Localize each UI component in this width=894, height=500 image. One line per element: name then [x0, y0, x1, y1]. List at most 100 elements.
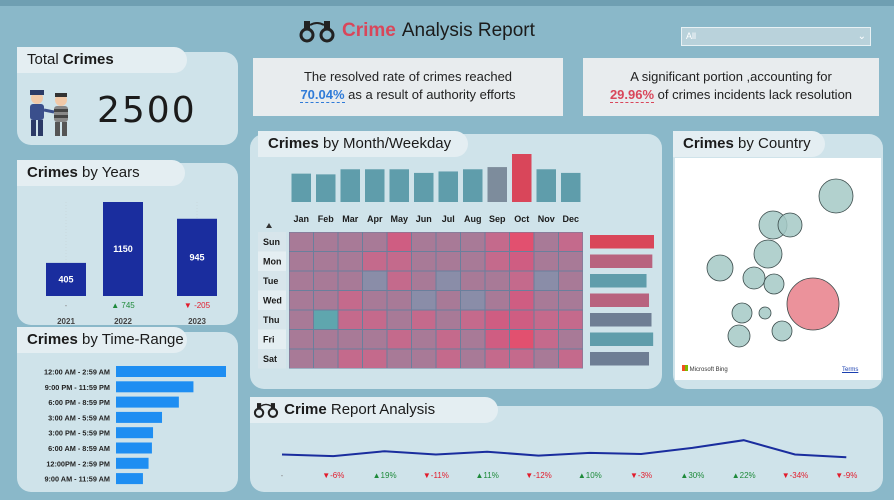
year-bar: [46, 262, 86, 296]
bing-credit: Microsoft Bing: [689, 367, 728, 373]
filter-dropdown[interactable]: All ⌄: [681, 27, 871, 46]
report-change-label: ▲30%: [680, 471, 704, 480]
country-bubble: [777, 212, 803, 238]
heatmap-cell: [387, 349, 411, 368]
unresolved-note: A significant portion ,accounting for 29…: [583, 58, 879, 116]
month-bar: [536, 169, 556, 202]
year-bar-value: 1150: [113, 244, 133, 254]
heatmap-cell: [485, 330, 509, 349]
heatmap-cell: [534, 349, 558, 368]
timerange-bar: [116, 396, 179, 408]
heatmap-cell: [412, 232, 436, 251]
report-tab-rest: Report Analysis: [330, 401, 436, 418]
month-bar: [438, 171, 458, 202]
heatmap-cell: [510, 252, 534, 271]
month-tick-label: Aug: [464, 214, 482, 224]
heatmap-cell: [510, 330, 534, 349]
monthweek-tab-bold: Crimes: [268, 135, 319, 152]
timerange-bar: [116, 442, 152, 454]
heatmap-cell: [436, 330, 460, 349]
weekday-bar: [590, 274, 647, 288]
weekday-cell: [258, 232, 286, 252]
month-bar: [463, 169, 483, 202]
unresolved-note-line1: A significant portion ,accounting for: [630, 69, 832, 84]
weekday-cell: [258, 290, 286, 310]
heatmap-cell: [485, 349, 509, 368]
timerange-tick-label: 6:00 AM - 8:59 AM: [48, 444, 110, 453]
resolved-note: The resolved rate of crimes reached 70.0…: [253, 58, 563, 116]
month-tick-label: Dec: [562, 214, 579, 224]
heatmap-cell: [412, 291, 436, 310]
heatmap-cell: [289, 349, 313, 368]
heatmap-cell: [534, 330, 558, 349]
total-label-bold: Crimes: [62, 51, 114, 68]
timerange-tick-label: 3:00 PM - 5:59 PM: [48, 429, 110, 438]
heatmap-cell: [314, 271, 338, 290]
heatmap-cell: [510, 271, 534, 290]
heatmap-cell: [534, 252, 558, 271]
year-delta: ▲ 745: [111, 301, 135, 310]
weekday-tick-label: Sat: [263, 354, 277, 364]
timerange-tick-label: 3:00 AM - 5:59 AM: [48, 413, 110, 422]
month-tick-label: Jun: [416, 214, 432, 224]
country-bubble: [763, 273, 785, 295]
weekday-bar: [590, 332, 654, 346]
timerange-bar: [116, 366, 226, 377]
country-bubble: [758, 306, 772, 320]
heatmap-cell: [314, 232, 338, 251]
report-title: Crime Analysis Report: [298, 15, 535, 47]
month-tick-label: Apr: [367, 214, 383, 224]
total-label-prefix: Total: [27, 51, 59, 68]
weekday-tick-label: Sun: [263, 237, 280, 247]
heatmap-cell: [436, 291, 460, 310]
country-bubble: [771, 320, 793, 342]
heatmap-cell: [412, 271, 436, 290]
heatmap-cell: [338, 310, 362, 329]
report-change-label: ▲19%: [373, 471, 397, 480]
timerange-tab: Crimes by Time-Range: [17, 327, 187, 353]
report-change-label: ▲11%: [476, 471, 499, 480]
month-bar: [414, 172, 434, 202]
timerange-bar: [116, 427, 154, 439]
weekday-cell: [258, 310, 286, 330]
heatmap-cell: [510, 291, 534, 310]
year-bar: [103, 202, 143, 296]
timerange-tick-label: 12:00 AM - 2:59 AM: [44, 368, 110, 377]
monthweek-tab: Crimes by Month/Weekday: [258, 131, 468, 157]
weekday-bar: [590, 352, 650, 366]
weekday-cell: [258, 251, 286, 271]
country-tab: Crimes by Country: [673, 131, 825, 157]
weekday-bar: [590, 293, 650, 307]
month-bar: [561, 172, 581, 202]
heatmap-cell: [485, 252, 509, 271]
country-tab-bold: Crimes: [683, 135, 734, 152]
heatmap-cell: [412, 349, 436, 368]
report-line-chart: - ▼-6% ▲19% ▼-11% ▲11% ▼-12% ▲10% ▼-3% ▲30% ▲22% ▼…: [281, 439, 857, 480]
country-bubble: [706, 254, 734, 282]
month-tick-label: Sep: [489, 214, 506, 224]
heatmap-cell: [289, 232, 313, 251]
heatmap-cell: [338, 271, 362, 290]
country-bubble-map[interactable]: [675, 158, 881, 380]
terms-link[interactable]: Terms: [842, 367, 859, 373]
timerange-tick-label: 6:00 PM - 8:59 PM: [48, 398, 110, 407]
report-tab-bold: Crime: [284, 401, 327, 418]
report-change-label: ▼-11%: [423, 471, 449, 480]
country-bubble: [731, 302, 753, 324]
heatmap-cell: [289, 310, 313, 329]
heatmap-cell: [436, 232, 460, 251]
resolved-note-line1: The resolved rate of crimes reached: [303, 69, 513, 84]
heatmap-cell: [461, 349, 485, 368]
weekday-bar: [590, 254, 653, 268]
bing-logo: Microsoft Bing: [682, 365, 728, 373]
country-tab-rest: by Country: [738, 135, 811, 152]
heatmap-cell: [436, 310, 460, 329]
timerange-tick-label: 9:00 AM - 11:59 AM: [44, 475, 110, 484]
country-bubble: [742, 266, 766, 290]
heatmap-cell: [510, 310, 534, 329]
heatmap-cell: [461, 271, 485, 290]
report-change-label: ▼-6%: [322, 471, 344, 480]
heatmap-cell: [461, 252, 485, 271]
timerange-tick-label: 9:00 PM - 11:59 PM: [45, 383, 110, 392]
heatmap-cell: [485, 291, 509, 310]
